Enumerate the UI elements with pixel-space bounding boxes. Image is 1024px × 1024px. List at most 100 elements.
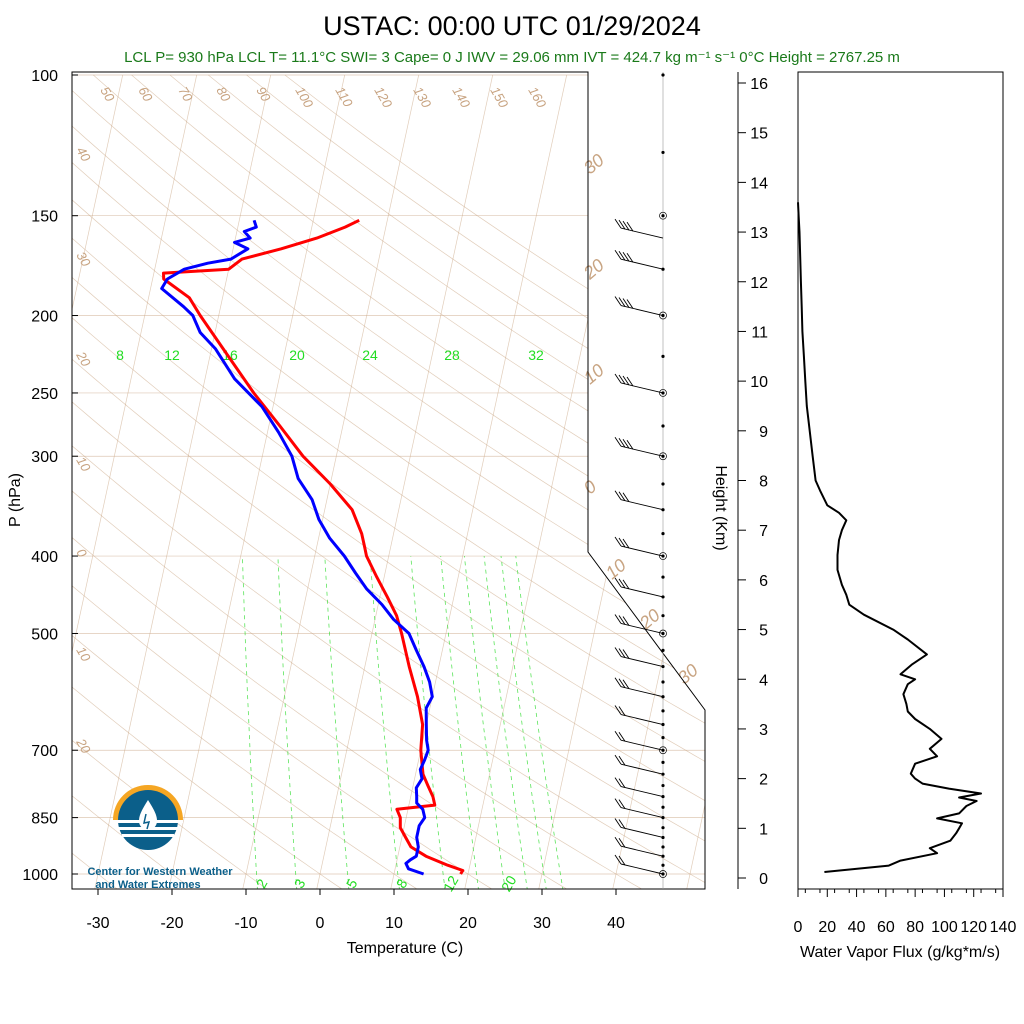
wind-barb-feather xyxy=(614,436,622,447)
dry-adiabat-line xyxy=(72,74,705,889)
wet-adiabat-label: 0 xyxy=(73,546,90,560)
wind-barb-feather xyxy=(626,376,634,387)
wind-level-dot xyxy=(661,424,665,428)
wet-adiabat-label: 20 xyxy=(73,735,94,757)
wet-adiabat-label: 10 xyxy=(73,454,94,475)
wind-barb-feather xyxy=(618,706,626,716)
wind-barb xyxy=(620,499,664,511)
dry-adiabat-label: 130 xyxy=(410,84,434,111)
wet-adiabat-label: 20 xyxy=(635,605,664,634)
isotherm-line xyxy=(93,74,272,889)
wind-barb xyxy=(620,227,664,239)
temperature-axis-label: Temperature (C) xyxy=(347,940,463,957)
height-tick-label: 1 xyxy=(759,821,768,838)
wind-level-dot xyxy=(661,631,665,636)
wind-calm-circle xyxy=(659,870,667,878)
height-tick-label: 3 xyxy=(759,722,768,739)
height-tick-label: 11 xyxy=(751,324,768,341)
dry-adiabat-line xyxy=(72,74,420,889)
wind-level-dot xyxy=(661,845,665,849)
pressure-tick-label: 500 xyxy=(31,626,58,643)
wind-level-dot xyxy=(661,575,665,579)
flux-frame xyxy=(797,71,1004,890)
dry-adiabat-line xyxy=(72,74,705,889)
height-tick-label: 5 xyxy=(759,623,768,640)
wind-barb-feather xyxy=(614,296,622,306)
wind-barb-feather xyxy=(618,297,626,307)
wind-barb-feather xyxy=(614,614,622,624)
isotherm-line xyxy=(72,74,124,889)
wind-barb xyxy=(620,445,664,457)
wind-level-dot xyxy=(661,748,665,752)
wind-calm-circle xyxy=(659,311,667,320)
wind-barb-feather xyxy=(618,491,626,501)
wind-barb-feather xyxy=(622,375,630,386)
wind-level-dot xyxy=(661,354,665,358)
wind-barb xyxy=(620,739,664,751)
flux-tick-label: 60 xyxy=(877,919,895,936)
wind-level-dot xyxy=(661,826,665,830)
wind-barb-feather xyxy=(618,755,626,766)
skewt-background-lines xyxy=(72,74,705,889)
wind-level-dot xyxy=(661,783,665,788)
wind-level-dot xyxy=(661,73,665,77)
wind-barb-feather xyxy=(626,299,634,309)
wet-adiabat-label: 10 xyxy=(580,360,608,388)
flux-tick-label: 20 xyxy=(818,919,836,936)
wind-barb-feather xyxy=(618,219,626,230)
temperature-axis: -30 -20 -10 0 10 20 30 40 xyxy=(86,889,625,932)
pressure-tick-label: 300 xyxy=(31,449,58,466)
wind-calm-circle xyxy=(659,452,667,461)
dry-adiabat-line xyxy=(72,74,195,889)
wind-level-dot xyxy=(661,680,665,684)
wind-level-dot xyxy=(661,454,665,458)
dry-adiabat-label: 150 xyxy=(487,84,511,111)
wind-barb-feather xyxy=(618,819,626,829)
dry-adiabat-label: 80 xyxy=(213,84,234,105)
dry-adiabat-line xyxy=(246,74,705,889)
height-tick-label: 15 xyxy=(750,126,768,143)
dry-adiabat-line xyxy=(93,74,705,889)
wind-calm-circle xyxy=(659,552,667,560)
wet-adiabat-label: 20 xyxy=(579,255,608,284)
wind-barb-feather xyxy=(614,854,622,865)
wind-barb xyxy=(620,714,664,725)
wind-level-dot xyxy=(661,648,665,653)
wind-barb-feather xyxy=(626,439,634,450)
height-tick-label: 9 xyxy=(759,424,768,441)
wind-level-dot xyxy=(661,722,665,727)
wind-level-dot xyxy=(661,313,665,318)
dewpoint-line xyxy=(160,219,434,876)
chart-subtitle: LCL P= 930 hPa LCL T= 11.1°C SWI= 3 Cape… xyxy=(124,49,900,66)
wind-barb-feather xyxy=(622,438,630,449)
chart-title: USTAC: 00:00 UTC 01/29/2024 xyxy=(323,11,701,41)
dry-adiabat-label: 70 xyxy=(175,84,196,105)
wind-barb xyxy=(620,586,664,598)
mixing-ratio-line xyxy=(410,555,446,889)
cw3e-logo: Center for Western Weather and Water Ext… xyxy=(87,785,233,891)
dry-adiabat-label: 110 xyxy=(332,84,356,110)
pressure-tick-label: 100 xyxy=(31,68,58,85)
wind-level-dot xyxy=(661,794,665,799)
wind-barb-feather xyxy=(618,374,626,385)
wind-level-dot xyxy=(661,854,665,858)
mixing-ratio-line xyxy=(242,555,258,889)
wet-adiabat-label: 0 xyxy=(580,476,601,498)
wind-level-dot xyxy=(661,391,665,395)
wind-barb-feather xyxy=(622,649,630,659)
temperature-tick-label: 30 xyxy=(533,915,551,932)
wind-barb xyxy=(620,258,664,270)
wind-barb-feather xyxy=(618,799,626,809)
temperature-tick-label: -10 xyxy=(234,915,257,932)
flux-tick-label: 140 xyxy=(990,919,1017,936)
mixing-ratio-line xyxy=(277,555,298,889)
wind-barb-feather xyxy=(614,754,622,765)
flux-line xyxy=(797,202,982,873)
wind-level-dot xyxy=(661,614,665,618)
wind-barb-feather xyxy=(622,679,630,689)
height-tick-label: 2 xyxy=(759,772,768,789)
wind-barb-feather xyxy=(614,705,622,715)
wind-calm-circle xyxy=(659,389,667,397)
wind-barb xyxy=(620,382,664,394)
dry-adiabat-line xyxy=(72,74,705,889)
